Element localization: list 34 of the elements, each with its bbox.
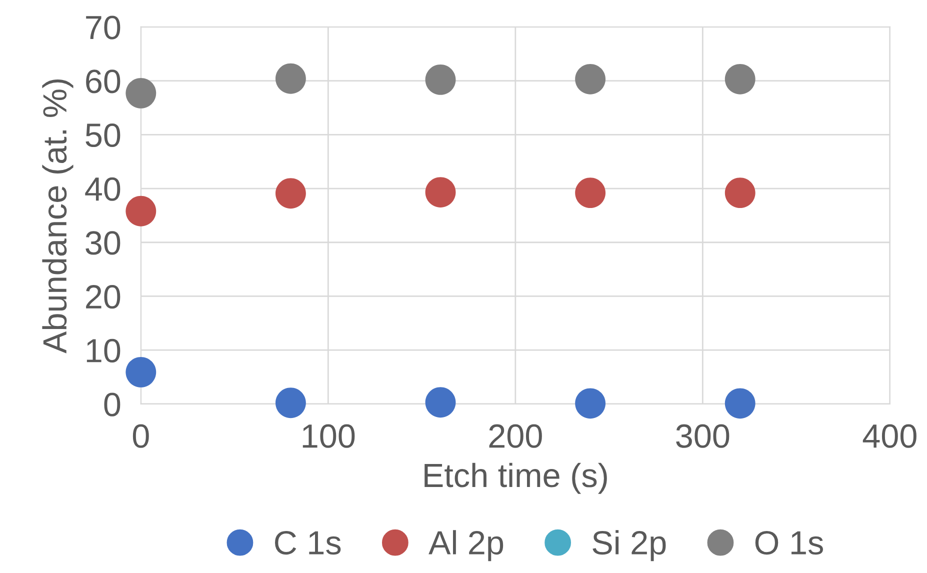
- point: [425, 64, 456, 95]
- legend-label: Si 2p: [592, 530, 666, 562]
- point: [425, 387, 456, 418]
- x-tick-label: 200: [489, 424, 542, 448]
- y-tick-label: 50: [86, 123, 120, 148]
- point: [724, 64, 756, 94]
- x-tick-label: 400: [862, 424, 916, 448]
- point: [275, 63, 306, 94]
- x-tick-label: 300: [676, 424, 730, 448]
- x-tick-label: 0: [132, 424, 149, 448]
- point: [575, 388, 606, 419]
- point: [724, 178, 756, 208]
- x-axis-title: Etch time (s): [424, 462, 607, 494]
- point: [275, 388, 306, 418]
- point: [275, 178, 306, 209]
- y-tick-label: 40: [85, 177, 120, 201]
- y-tick-label: 60: [86, 70, 120, 94]
- point: [425, 177, 456, 208]
- y-tick-label: 30: [86, 231, 120, 255]
- legend-label: C 1s: [275, 530, 341, 555]
- y-axis-title: Abundance (at. %): [42, 79, 74, 354]
- y-tick-label: 20: [86, 285, 120, 309]
- legend-label: Al 2p: [428, 530, 504, 562]
- y-tick-label: 70: [86, 16, 120, 40]
- y-tick-label: 10: [86, 338, 120, 363]
- point: [126, 196, 156, 226]
- legend-label: O 1s: [755, 530, 823, 555]
- point: [724, 388, 756, 419]
- point: [575, 178, 606, 208]
- y-tick-label: 0: [104, 392, 120, 416]
- point: [126, 78, 156, 108]
- point: [126, 356, 156, 388]
- x-tick-label: 100: [302, 424, 355, 448]
- point: [575, 64, 606, 94]
